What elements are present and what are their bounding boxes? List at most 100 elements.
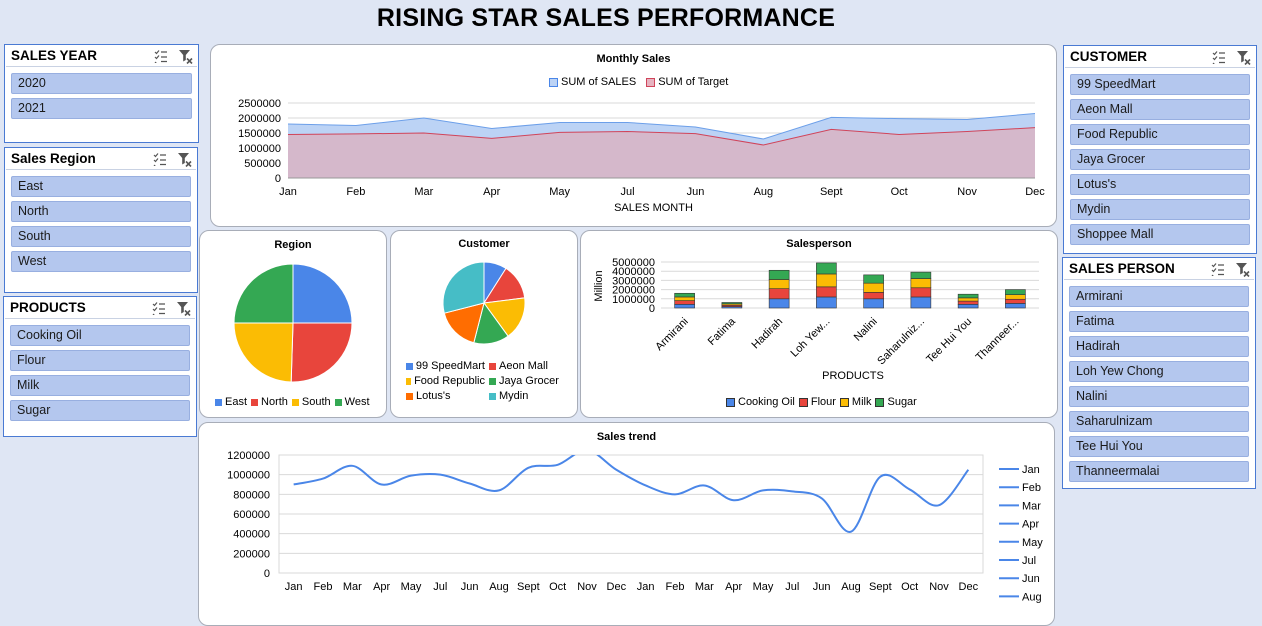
- x-axis-title: PRODUCTS: [822, 370, 884, 382]
- bar-segment: [674, 304, 695, 309]
- region-chart-panel: Region East North South West: [199, 230, 387, 418]
- slicer-item[interactable]: Jaya Grocer: [1070, 149, 1250, 170]
- x-tick-label: Apr: [725, 581, 742, 593]
- clear-filter-icon[interactable]: [1235, 262, 1250, 277]
- slicer-item[interactable]: Tee Hui You: [1069, 436, 1249, 457]
- slicer-item[interactable]: Cooking Oil: [10, 325, 190, 346]
- slicer-header: SALES YEAR: [6, 45, 197, 67]
- slicer-item[interactable]: Loh Yew Chong: [1069, 361, 1249, 382]
- slicer-item[interactable]: North: [11, 201, 191, 222]
- legend-label: East: [225, 396, 248, 408]
- pie-slice: [483, 297, 526, 337]
- pie-slice: [443, 302, 485, 344]
- legend-swatch: [406, 377, 412, 385]
- y-tick-label: 600000: [233, 509, 270, 521]
- slicer-item[interactable]: Aeon Mall: [1070, 99, 1250, 120]
- slicer-item[interactable]: Armirani: [1069, 286, 1249, 307]
- legend-swatch: [726, 397, 735, 407]
- y-tick-label: 1500000: [238, 128, 281, 140]
- clear-filter-icon[interactable]: [178, 49, 193, 64]
- salesperson-legend: Cooking Oil Flour Milk Sugar: [726, 396, 921, 408]
- bar-segment: [1005, 298, 1026, 304]
- legend-swatch: [406, 362, 413, 370]
- slicer-title: SALES YEAR: [11, 48, 98, 63]
- legend-swatch: [489, 362, 496, 370]
- x-tick-label: Saharulniz...: [875, 316, 927, 368]
- x-tick-label: Hadirah: [750, 316, 786, 352]
- customer-legend: 99 SpeedMart Aeon Mall Food Republic Jaya G…: [406, 360, 577, 402]
- x-tick-label: Jun: [687, 186, 705, 198]
- legend-item: South: [291, 396, 331, 408]
- legend-item: West: [334, 396, 370, 408]
- legend-swatch: [334, 398, 342, 406]
- y-tick-label: 5000000: [612, 257, 655, 269]
- slicer-item[interactable]: Lotus's: [1070, 174, 1250, 195]
- slicer-title: Sales Region: [11, 151, 96, 166]
- slicer-item[interactable]: Milk: [10, 375, 190, 396]
- slicer-item[interactable]: 99 SpeedMart: [1070, 74, 1250, 95]
- legend-label: North: [261, 396, 288, 408]
- slicer-item[interactable]: Sugar: [10, 400, 190, 421]
- bar-segment: [816, 262, 837, 275]
- x-tick-label: Jul: [621, 186, 635, 198]
- slicer-title: SALES PERSON: [1069, 261, 1175, 276]
- clear-filter-icon[interactable]: [1236, 50, 1251, 65]
- multi-select-icon[interactable]: [154, 49, 168, 63]
- bar-segment: [863, 282, 884, 293]
- x-tick-label: Mar: [343, 581, 362, 593]
- salesperson-stacked-bar-chart: 500000040000003000000200000010000000Armi…: [593, 257, 1039, 382]
- y-tick-label: 400000: [233, 529, 270, 541]
- multi-select-icon[interactable]: [153, 152, 167, 166]
- x-tick-label: Feb: [666, 581, 685, 593]
- slicer-item[interactable]: Saharulnizam: [1069, 411, 1249, 432]
- legend-label: 99 SpeedMart: [415, 360, 485, 372]
- slicer-item[interactable]: Flour: [10, 350, 190, 371]
- sales-region-slicer: Sales Region East North South West: [4, 147, 198, 293]
- legend-item: Aeon Mall: [489, 360, 573, 372]
- slicer-item[interactable]: East: [11, 176, 191, 197]
- monthly-sales-chart-panel: Monthly Sales SUM of SALES SUM of Target…: [210, 44, 1057, 227]
- bar-segment: [863, 298, 884, 309]
- legend-swatch: [489, 377, 496, 385]
- bar-segment: [910, 278, 932, 289]
- x-tick-label: Jun: [461, 581, 479, 593]
- slicer-item[interactable]: Thanneermalai: [1069, 461, 1249, 482]
- legend-item: Milk: [839, 396, 872, 408]
- bar-segment: [957, 297, 979, 302]
- slicer-item[interactable]: West: [11, 251, 191, 272]
- clear-filter-icon[interactable]: [176, 301, 191, 316]
- x-tick-label: Aug: [754, 186, 774, 198]
- legend-label: Milk: [851, 396, 872, 408]
- slicer-item[interactable]: Shoppee Mall: [1070, 224, 1250, 245]
- slicer-item[interactable]: 2020: [11, 73, 192, 94]
- slicer-item[interactable]: Mydin: [1070, 199, 1250, 220]
- legend-item: Food Republic: [406, 375, 485, 387]
- region-pie-chart: [233, 263, 353, 383]
- legend-item: Cooking Oil: [726, 396, 795, 408]
- x-tick-label: Apr: [483, 186, 500, 198]
- y-tick-label: 1200000: [227, 450, 270, 462]
- slicer-item[interactable]: 2021: [11, 98, 192, 119]
- multi-select-icon[interactable]: [1211, 262, 1225, 276]
- x-tick-label: Jan: [637, 581, 655, 593]
- monthly-sales-legend: SUM of SALES SUM of Target: [549, 76, 732, 88]
- clear-filter-icon[interactable]: [177, 152, 192, 167]
- bar-segment: [957, 304, 979, 309]
- multi-select-icon[interactable]: [152, 301, 166, 315]
- legend-item: 99 SpeedMart: [406, 360, 485, 372]
- legend-item-target: SUM of Target: [646, 76, 728, 88]
- x-tick-label: Sept: [820, 186, 843, 198]
- slicer-item[interactable]: South: [11, 226, 191, 247]
- bar-segment: [816, 286, 837, 298]
- salesperson-title: Salesperson: [786, 238, 852, 250]
- slicer-item[interactable]: Nalini: [1069, 386, 1249, 407]
- slicer-item[interactable]: Food Republic: [1070, 124, 1250, 145]
- bar-segment: [816, 273, 837, 288]
- x-tick-label: Mar: [695, 581, 714, 593]
- multi-select-icon[interactable]: [1212, 50, 1226, 64]
- x-tick-label: Sept: [869, 581, 892, 593]
- x-tick-label: Tee Hui You: [924, 316, 974, 366]
- slicer-item[interactable]: Fatima: [1069, 311, 1249, 332]
- slicer-item[interactable]: Hadirah: [1069, 336, 1249, 357]
- area-series-target: [288, 127, 1035, 178]
